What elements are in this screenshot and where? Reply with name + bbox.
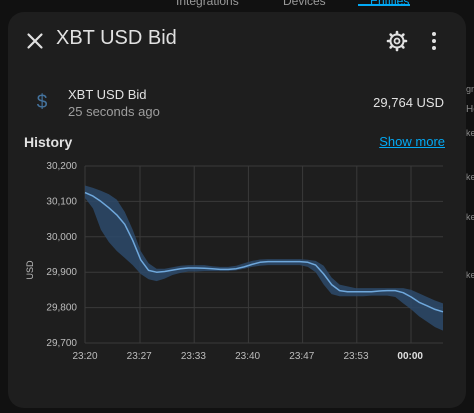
x-tick-label: 23:27 xyxy=(127,351,152,362)
dialog-header: XBT USD Bid xyxy=(8,12,466,68)
more-options-button[interactable] xyxy=(422,29,446,53)
x-tick-label: 23:33 xyxy=(181,351,206,362)
history-chart[interactable]: 29,700 29,800 29,900 30,000 30,100 30,200 23:… xyxy=(8,152,466,382)
chart-min-max-band xyxy=(85,185,443,331)
y-axis-ticks: 29,700 29,800 29,900 30,000 30,100 30,200 xyxy=(46,161,77,349)
background-text-fragment: gra xyxy=(466,84,474,94)
y-tick-label: 30,000 xyxy=(46,232,77,243)
entity-name: XBT USD Bid xyxy=(68,87,147,102)
background-text-fragment: ke xyxy=(466,270,474,280)
currency-usd-icon: $ xyxy=(37,92,48,113)
y-tick-label: 29,700 xyxy=(46,338,77,349)
x-tick-label: 23:20 xyxy=(72,351,97,362)
chart-grid xyxy=(84,165,443,344)
x-tick-label: 23:40 xyxy=(235,351,260,362)
close-button[interactable] xyxy=(22,28,48,54)
svg-text:$: $ xyxy=(37,92,48,113)
background-text-fragment: ke xyxy=(466,128,474,138)
x-tick-label: 23:53 xyxy=(343,351,368,362)
background-text-fragment: ke xyxy=(466,212,474,222)
entity-state-value: 29,764 USD xyxy=(373,95,444,110)
background-text-fragment: He xyxy=(466,104,474,115)
y-axis-label: USD xyxy=(25,260,35,280)
y-tick-label: 29,900 xyxy=(46,267,77,278)
history-heading: History xyxy=(24,134,73,150)
show-more-link[interactable]: Show more xyxy=(379,134,445,149)
y-tick-label: 30,200 xyxy=(46,161,77,172)
background-text-fragment: ke xyxy=(466,172,474,182)
close-icon xyxy=(27,33,43,49)
tab-devices[interactable]: Devices xyxy=(283,0,326,8)
tab-integrations[interactable]: Integrations xyxy=(176,0,239,8)
dialog-title: XBT USD Bid xyxy=(56,27,177,49)
y-tick-label: 30,100 xyxy=(46,196,77,207)
series-line xyxy=(84,191,444,313)
chart-series xyxy=(84,191,444,313)
x-tick-label: 23:47 xyxy=(289,351,314,362)
settings-button[interactable] xyxy=(385,29,409,53)
gear-icon xyxy=(386,30,408,52)
active-tab-indicator xyxy=(358,4,410,6)
background-tab-bar: Integrations Devices Entities xyxy=(0,0,474,8)
dots-vertical-icon xyxy=(432,32,436,50)
x-axis-ticks: 23:20 23:27 23:33 23:40 23:47 23:53 00:00 xyxy=(72,351,423,362)
y-tick-label: 29,800 xyxy=(46,303,77,314)
series-range-band xyxy=(85,185,443,331)
x-tick-label: 00:00 xyxy=(397,351,423,362)
more-info-dialog: XBT USD Bid $ XBT xyxy=(8,12,466,408)
entity-last-changed: 25 seconds ago xyxy=(68,104,160,119)
entity-state-row[interactable]: $ XBT USD Bid 25 seconds ago 29,764 USD xyxy=(8,82,466,126)
